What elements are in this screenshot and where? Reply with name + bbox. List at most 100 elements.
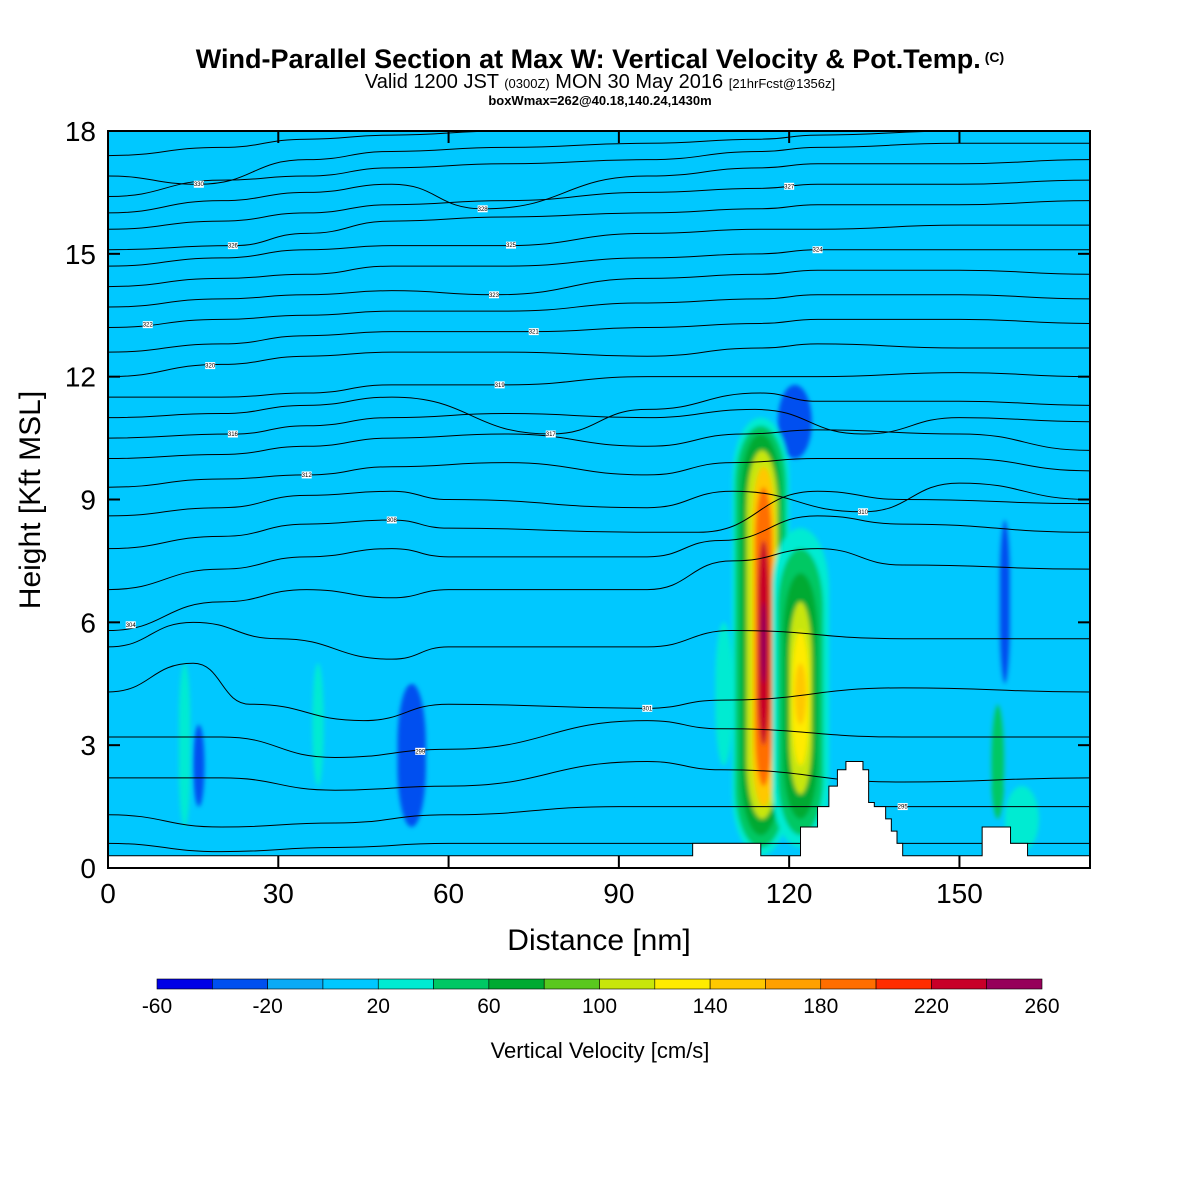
contour-label-bg: [227, 242, 238, 250]
y-tick-label: 18: [65, 116, 96, 147]
w-region: [794, 663, 807, 725]
w-region: [215, 479, 438, 684]
contour-label: 322: [143, 323, 154, 329]
w-region: [312, 663, 324, 787]
theta-contour: [108, 142, 1090, 198]
x-tick-label: 0: [100, 878, 116, 909]
colorbar-segment: [212, 978, 268, 990]
y-axis-title: Height [Kft MSL]: [14, 391, 47, 609]
w-region: [108, 417, 154, 664]
colorbar-segment: [267, 978, 324, 990]
box-info: boxWmax=262@40.18,140.24,1430m: [488, 93, 712, 108]
w-region: [630, 499, 733, 684]
colorbar-segment: [765, 978, 822, 990]
contour-label-bg: [494, 381, 505, 389]
colorbar-segment: [820, 978, 877, 990]
colorbar-segment: [322, 978, 379, 990]
contour-label-bg: [193, 180, 204, 188]
contour-label-bg: [528, 328, 539, 336]
contour-label: 317: [546, 432, 557, 438]
w-region: [193, 724, 205, 807]
theta-contour: [108, 408, 1090, 439]
colorbar-segment: [654, 978, 711, 990]
contour-label-bg: [897, 803, 908, 811]
contour-label-bg: [477, 205, 488, 213]
theta-contour: [108, 429, 1090, 460]
w-region: [999, 519, 1011, 684]
colorbar-segment: [875, 978, 932, 990]
contour-label-bg: [545, 430, 556, 438]
contour-label-bg: [205, 362, 216, 370]
theta-contour: [108, 662, 1090, 722]
colorbar-label: -60: [142, 995, 172, 1018]
contour-label: 325: [506, 243, 517, 249]
valid-time: Valid 1200 JST: [364, 71, 499, 93]
valid-utc: (0300Z): [504, 76, 550, 91]
contour-label: 324: [813, 248, 824, 254]
w-region: [178, 663, 191, 828]
theta-contour: [108, 621, 1090, 660]
colorbar-segment: [488, 978, 545, 990]
forecast-info: [21hrFcst@1356z]: [728, 76, 836, 91]
contour-label: 316: [228, 432, 239, 438]
w-region: [448, 540, 631, 848]
contour-label: 301: [642, 706, 653, 712]
colorbar-label: 60: [477, 995, 500, 1018]
colorbar-segment: [709, 978, 766, 990]
contour-label-bg: [857, 508, 868, 516]
colorbar-title: Vertical Velocity [cm/s]: [491, 1038, 710, 1063]
w-region: [760, 601, 767, 684]
theta-contour: [108, 294, 1090, 329]
x-tick-label: 90: [603, 878, 634, 909]
x-tick-label: 120: [766, 878, 813, 909]
contour-label: 321: [529, 330, 540, 336]
chart-subtitle: Valid 1200 JST (0300Z) MON 30 May 2016 […: [0, 71, 1200, 94]
theta-contour: [108, 269, 1090, 308]
terrain: [108, 761, 1090, 868]
theta-contour: [108, 515, 1090, 591]
contour-label-bg: [415, 747, 426, 755]
contour-label: 299: [415, 749, 426, 755]
theta-contour: [108, 200, 1090, 251]
theta-contour: [108, 131, 1090, 185]
colorbar: -60 -20 20 60 100 140 180 220 260: [142, 978, 1060, 1018]
colorbar-segment: [433, 978, 490, 990]
theta-contour: [108, 458, 1090, 488]
colorbar-label: 220: [914, 995, 949, 1018]
theta-contour: [108, 761, 1090, 791]
contour-label: 328: [478, 207, 489, 213]
colorbar-segment: [377, 978, 434, 990]
theta-contour: [108, 249, 1090, 288]
w-region: [990, 704, 1005, 819]
colorbar-segment: [543, 978, 600, 990]
contour-label: 326: [228, 244, 239, 250]
contour-label: 304: [126, 623, 137, 629]
w-region: [828, 253, 858, 439]
y-tick-label: 12: [65, 362, 96, 393]
theta-contour: [108, 159, 1090, 214]
title-mark: (C): [984, 49, 1005, 65]
x-tick-label: 60: [433, 878, 464, 909]
theta-contour: [108, 392, 1090, 435]
w-region: [959, 519, 1090, 787]
w-region: [845, 499, 988, 664]
chart-title: Wind-Parallel Section at Max W: Vertical…: [0, 44, 1200, 75]
contour-label-bg: [488, 291, 499, 299]
axes: 0 30 60 90 120 150 0 3 6 9 12 15 18: [65, 116, 1090, 909]
vertical-velocity-field: [108, 131, 1090, 856]
contour-label-bg: [125, 621, 136, 629]
w-region: [914, 151, 943, 459]
title-main: Wind-Parallel Section at Max W: Vertical…: [195, 44, 981, 74]
colorbar-label: 180: [803, 995, 838, 1018]
potential-temperature-contours: 295 299 301 304 308 310 312 316 317 319 320 321 322 3…: [108, 131, 1090, 853]
x-tick-label: 30: [263, 878, 294, 909]
colorbar-label: 260: [1024, 995, 1059, 1018]
contour-label-bg: [506, 241, 517, 249]
colorbar-segment: [599, 978, 656, 990]
x-tick-label: 150: [936, 878, 983, 909]
contour-label: 327: [784, 184, 795, 190]
contour-label-bg: [642, 704, 653, 712]
colorbar-segment: [986, 978, 1043, 990]
contour-label-bg: [386, 516, 397, 524]
colorbar-label: 140: [693, 995, 728, 1018]
